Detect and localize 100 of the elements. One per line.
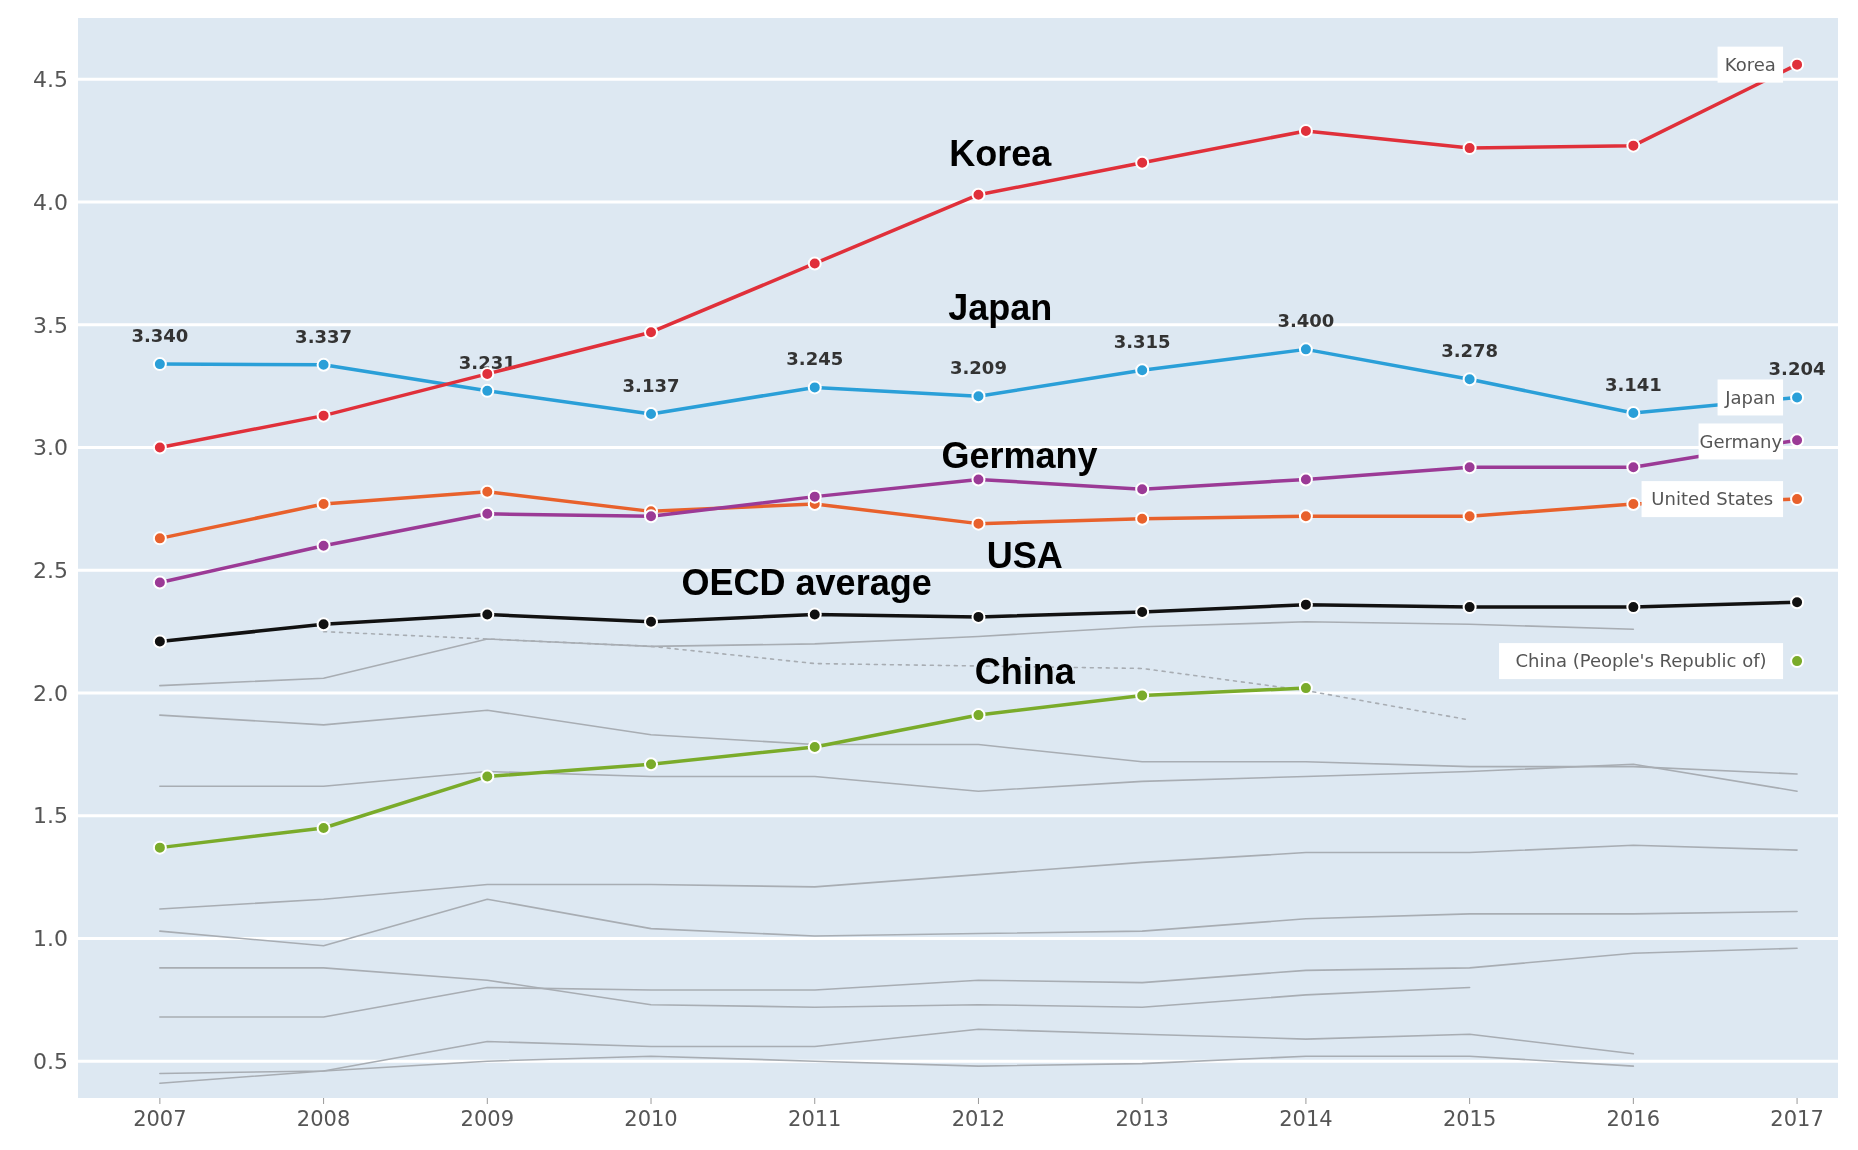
point [1135,155,1150,170]
point [152,440,167,455]
y-tick-label: 3.5 [33,312,68,338]
series-label: United States [1651,488,1774,510]
point [1135,605,1150,619]
point [152,575,167,590]
point [1626,405,1641,420]
point [971,516,986,531]
data-label: 3.340 [131,325,189,347]
point [1298,597,1313,612]
point [152,634,167,649]
point [1135,511,1150,526]
point [1298,472,1313,487]
line-series [159,898,1798,947]
data-label: 3.245 [786,348,844,370]
point [807,256,822,271]
point [1298,509,1313,524]
annotation: Germany [941,435,1098,476]
series-label: Germany [1699,430,1783,452]
point [1790,433,1805,448]
point [1462,600,1477,615]
y-tick-label: 0.5 [33,1048,68,1074]
point [480,383,495,398]
point [1298,123,1313,138]
series-label: Korea [1724,53,1776,75]
annotation: USA [986,535,1063,577]
point [971,708,986,723]
line-series [159,844,1798,910]
point [807,489,822,504]
point [316,617,331,632]
point [807,380,822,395]
point [480,506,495,521]
point [316,408,331,423]
y-tick-label: 1.5 [33,803,68,829]
x-tick-label: 2014 [1279,1107,1333,1131]
point [1790,595,1805,610]
point [480,607,495,622]
series-label: China (People's Republic of) [1515,650,1767,672]
point [971,187,986,202]
point [1298,681,1313,696]
point [644,757,659,772]
point [807,607,822,622]
data-label: 3.204 [1768,358,1826,380]
point [1790,654,1805,669]
point [1790,492,1805,507]
point [1135,688,1150,703]
x-tick-label: 2007 [133,1107,187,1131]
data-label: 3.315 [1113,331,1171,353]
point [1135,363,1150,378]
annotation: Japan [948,287,1053,329]
annotation: China [974,651,1076,692]
point [1626,497,1641,511]
point [316,357,331,372]
x-tick-label: 2015 [1442,1107,1497,1131]
data-label: 3.278 [1441,340,1499,362]
point [644,406,659,421]
x-tick-label: 2012 [951,1107,1006,1131]
series-label: Japan [1724,386,1776,408]
data-label: 3.141 [1604,373,1662,395]
point [971,609,986,624]
point [1135,482,1150,497]
point [1626,138,1641,153]
x-tick-label: 2008 [296,1107,351,1131]
point [1790,57,1805,72]
point [480,484,495,499]
point [644,509,659,524]
y-tick-label: 2.0 [33,680,68,706]
annotation: Korea [949,132,1053,174]
y-tick-label: 3.0 [33,435,68,461]
point [480,769,495,784]
data-label: 3.400 [1277,310,1335,332]
point [1626,460,1641,475]
line-series [159,947,1798,1018]
point [152,531,167,546]
y-tick-label: 4.0 [33,189,68,215]
point [316,497,331,511]
point [1462,460,1477,475]
point [1462,509,1477,524]
x-tick-label: 2009 [460,1107,515,1131]
point [1790,390,1805,405]
point [1462,141,1477,156]
point [316,821,331,835]
point [971,389,986,404]
point [1626,600,1641,615]
y-tick-label: 4.5 [33,67,68,93]
annotation: OECD average [681,562,932,604]
y-tick-label: 2.5 [33,557,68,583]
x-tick-label: 2017 [1770,1107,1824,1131]
x-tick-label: 2013 [1115,1107,1169,1131]
point [807,740,822,754]
point [1298,342,1313,357]
x-tick-label: 2010 [624,1107,678,1131]
data-label: 3.209 [950,357,1007,379]
data-label: 3.137 [622,374,680,396]
point [644,325,659,340]
y-tick-label: 1.0 [33,926,68,952]
x-tick-label: 2016 [1606,1107,1661,1131]
x-tick-label: 2011 [788,1107,842,1131]
point [644,614,659,629]
point [152,357,167,372]
